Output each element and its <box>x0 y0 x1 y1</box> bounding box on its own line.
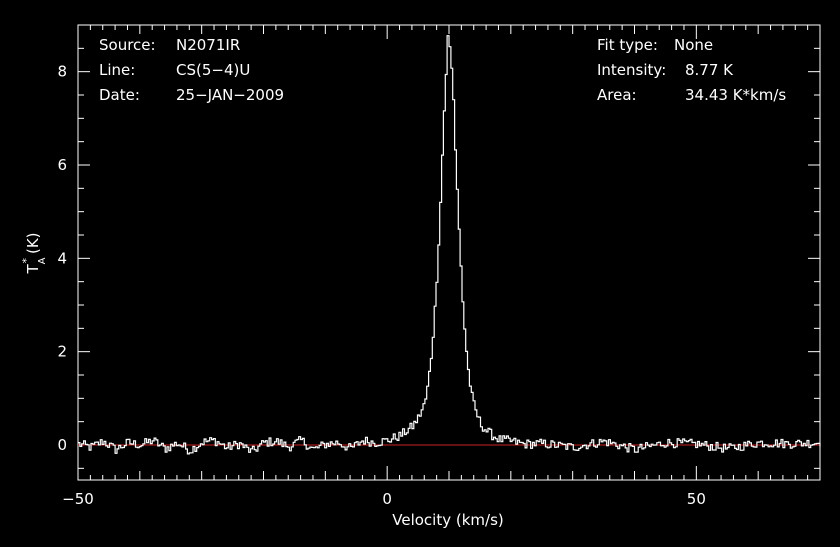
svg-text:TA*(K): TA * (K) <box>20 232 48 274</box>
y-axis-label-main: T <box>24 264 42 275</box>
intensity-label: Intensity: <box>597 61 666 79</box>
area-value: 34.43 K*km/s <box>685 86 786 104</box>
info-left: Source: N2071IR Line: CS(5−4)U Date: 25−… <box>99 36 284 104</box>
y-tick-label: 2 <box>57 343 67 361</box>
source-value: N2071IR <box>176 36 240 54</box>
y-axis-label: TA * (K) <box>20 232 48 274</box>
info-right: Fit type: None Intensity: 8.77 K Area: 3… <box>597 36 786 104</box>
fit-type-label: Fit type: <box>597 36 658 54</box>
date-value: 25−JAN−2009 <box>176 86 284 104</box>
y-tick-label: 0 <box>57 436 67 454</box>
x-tick-label: 0 <box>382 490 392 508</box>
intensity-value: 8.77 K <box>685 61 734 79</box>
line-label: Line: <box>99 61 135 79</box>
fit-type-value: None <box>674 36 713 54</box>
x-axis-ticks: −50 0 50 <box>62 25 821 508</box>
x-axis-label: Velocity (km/s) <box>392 511 503 529</box>
y-axis-label-unit: (K) <box>24 232 42 254</box>
x-tick-label: 50 <box>687 490 706 508</box>
y-axis-label-sub: A <box>37 257 48 264</box>
area-label: Area: <box>597 86 637 104</box>
spectrum-line <box>78 35 821 455</box>
x-tick-label: −50 <box>62 490 94 508</box>
y-tick-label: 4 <box>57 249 67 267</box>
y-axis-label-sup: * <box>20 258 33 264</box>
source-label: Source: <box>99 36 156 54</box>
date-label: Date: <box>99 86 140 104</box>
y-tick-label: 6 <box>57 156 67 174</box>
y-axis-ticks: 0 2 4 6 8 <box>57 24 820 469</box>
line-value: CS(5−4)U <box>176 61 250 79</box>
y-tick-label: 8 <box>57 63 67 81</box>
